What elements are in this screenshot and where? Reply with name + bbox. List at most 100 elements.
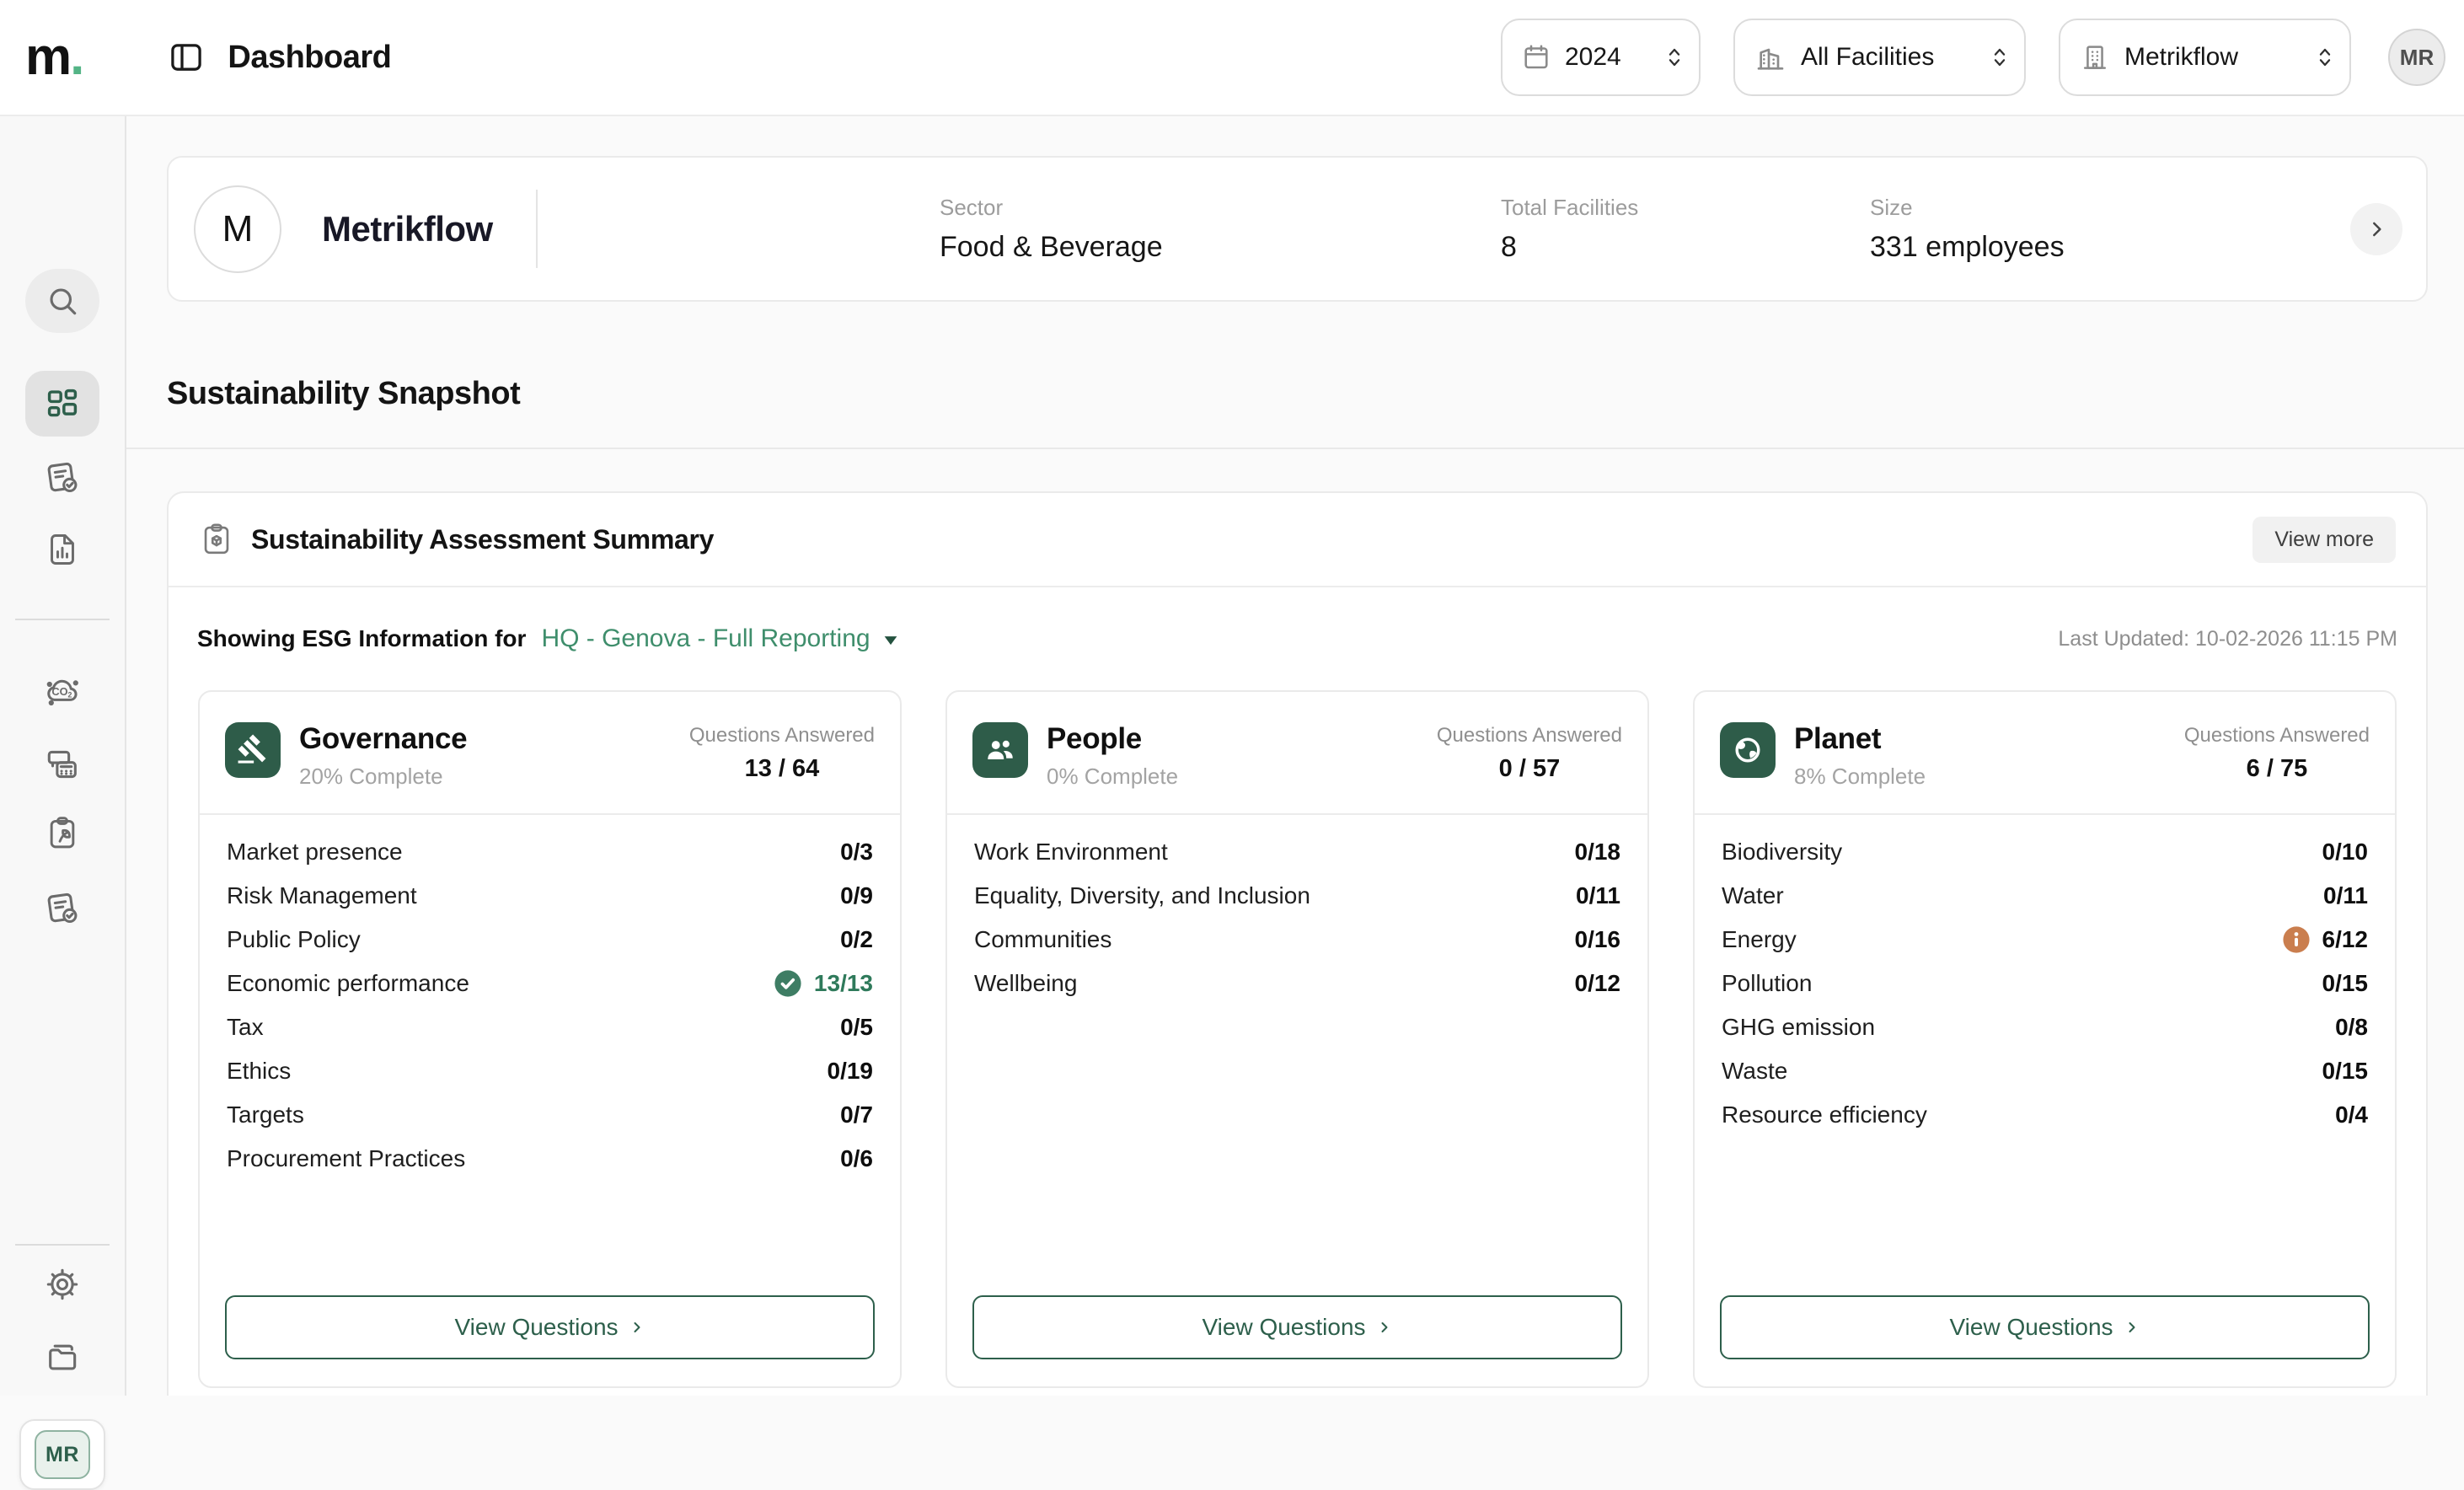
row-value: 0/7 [840,1101,873,1128]
row-label: Public Policy [227,926,361,952]
chevron-right-icon [1381,1322,1388,1332]
view-questions-button[interactable]: View Questions [225,1295,875,1359]
building-icon [2084,46,2106,69]
company-card: M Metrikflow Sector Food & Beverage Tota… [167,156,2428,302]
clipboard-leaf-icon [50,817,75,849]
row-value: 0/15 [2322,970,2369,996]
chevron-right-icon [2373,222,2381,236]
sidebar-item-esg-checklist[interactable] [44,814,81,851]
category-title: Governance [299,722,468,755]
category-row: Water 0/11 [1722,874,2368,918]
row-label: Ethics [227,1058,292,1084]
row-value: 0/18 [1574,839,1621,865]
row-value: 0/12 [1574,970,1621,996]
view-questions-button[interactable]: View Questions [972,1295,1622,1359]
row-label: Economic performance [227,970,469,996]
category-row: Economic performance 13/13 [227,962,873,1005]
check-circle-icon [774,970,801,997]
questions-answered-value: 13 / 64 [744,755,820,782]
facilities-select[interactable]: All Facilities [1733,19,2026,96]
facility-selector-value: HQ - Genova - Full Reporting [541,624,870,652]
year-select[interactable]: 2024 [1501,19,1701,96]
app-logo[interactable]: m. [25,28,84,86]
row-value: 0/9 [840,882,873,908]
top-bar: m. Dashboard 2024 All Facilities Metrikf… [0,0,2464,116]
category-header: Planet 8% Complete Questions Answered 6 … [1695,692,2395,813]
row-value: 0/2 [840,926,873,952]
row-value: 0/10 [2322,839,2369,865]
category-percent: 0% Complete [1047,764,1179,789]
calculator-icon [47,750,77,779]
questions-answered-label: Questions Answered [2183,724,2370,747]
category-divider [947,813,1647,815]
questions-answered-label: Questions Answered [688,724,875,747]
sidebar-item-dashboard[interactable] [25,371,99,437]
questions-answered: Questions Answered 0 / 57 [1437,722,1622,783]
row-value: 0/15 [2322,1058,2369,1084]
sidebar-toggle-button[interactable] [167,38,206,77]
assessment-summary-card: Sustainability Assessment Summary View m… [167,491,2428,1396]
clipboard-box-icon [204,523,229,555]
row-label: Equality, Diversity, and Inclusion [974,882,1310,908]
category-rows: Work Environment 0/18 Equality, Diversit… [947,815,1647,1295]
sidebar: CO2 MR [0,116,126,1490]
category-title: People [1047,722,1142,755]
stat-label: Total Facilities [1501,194,1639,220]
company-select-value: Metrikflow [2124,43,2239,71]
category-row: Waste 0/15 [1722,1049,2368,1093]
category-title: Planet [1794,722,1882,755]
last-updated: Last Updated: 10-02-2026 11:15 PM [2058,626,2397,651]
category-row: Public Policy 0/2 [227,918,873,962]
category-row: Tax 0/5 [227,1005,873,1049]
questions-answered-value: 6 / 75 [2246,755,2308,782]
row-value: 0/16 [1574,926,1621,952]
facility-selector[interactable]: HQ - Genova - Full Reporting [541,624,898,653]
sidebar-item-audits[interactable] [43,889,82,928]
sidebar-item-calculator[interactable] [43,745,82,784]
view-questions-button[interactable]: View Questions [1720,1295,2370,1359]
category-row: Ethics 0/19 [227,1049,873,1093]
questions-answered: Questions Answered 6 / 75 [2184,722,2370,783]
row-value: 0/8 [2335,1014,2368,1040]
logo-dot-icon: . [70,28,84,86]
category-row: Energy 6/12 [1722,918,2368,962]
company-card-next-button[interactable] [2350,202,2402,255]
stat-value: Food & Beverage [940,230,1163,263]
category-row: Risk Management 0/9 [227,874,873,918]
sidebar-item-assessments[interactable] [43,458,82,497]
company-select[interactable]: Metrikflow [2059,19,2351,96]
company-avatar: M [194,185,281,273]
category-row: Communities 0/16 [974,918,1620,962]
category-card-planet: Planet 8% Complete Questions Answered 6 … [1693,690,2397,1388]
folder-icon [49,1344,77,1370]
sidebar-item-reports[interactable] [44,531,81,568]
user-avatar[interactable]: MR [2388,29,2445,86]
stat-label: Sector [940,194,1004,220]
row-value: 0/11 [2323,882,2368,908]
category-rows: Biodiversity 0/10 Water [1695,815,2395,1295]
sidebar-item-emissions[interactable]: CO2 [42,671,83,711]
view-more-button[interactable]: View more [2252,516,2396,563]
row-label: Risk Management [227,882,417,908]
row-label: Targets [227,1101,304,1128]
spinner-chevrons-icon [1669,48,1680,67]
row-label: Waste [1722,1058,1788,1084]
sidebar-item-search[interactable] [25,269,99,333]
sidebar-avatar: MR [35,1430,90,1479]
section-divider [126,448,2464,449]
sidebar-user-badge[interactable]: MR [19,1419,105,1490]
category-rows: Market presence 0/3 Risk Management [200,815,900,1295]
category-row: Wellbeing 0/12 [974,962,1620,1005]
row-label: Wellbeing [974,970,1078,996]
row-label: Resource efficiency [1722,1101,1927,1128]
category-header: Governance 20% Complete Questions Answer… [200,692,900,813]
section-title: Sustainability Snapshot [167,376,521,411]
summary-subheader: Showing ESG Information for HQ - Genova … [169,587,2426,653]
main-content: M Metrikflow Sector Food & Beverage Tota… [126,116,2464,1396]
row-value: 0/3 [840,839,873,865]
row-label: Biodiversity [1722,839,1843,865]
category-row: Market presence 0/3 [227,830,873,874]
sidebar-item-settings[interactable] [44,1266,81,1303]
chevron-right-icon [2129,1322,2135,1332]
sidebar-item-projects[interactable] [44,1338,81,1375]
